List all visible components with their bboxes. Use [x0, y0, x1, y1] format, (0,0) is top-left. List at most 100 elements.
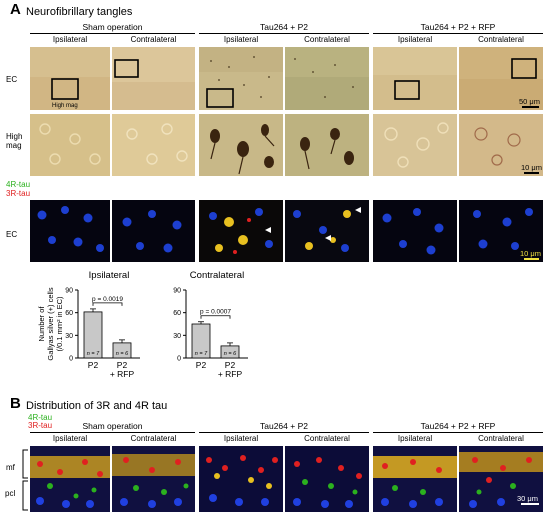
category-label-0-0-0: P2 [88, 360, 99, 370]
micrograph-ec-p2-ipsi [199, 47, 283, 110]
scale-bar-row1 [522, 106, 539, 108]
category-label-1-1-0: P2 [225, 360, 236, 370]
fluorescence-ec-rfp-contra [459, 200, 543, 262]
sub-header-sham-contra-b: Contralateral [130, 434, 177, 443]
high-mag-box [51, 78, 79, 100]
sub-header-sham-ipsi-b: Ipsilateral [52, 434, 88, 443]
group-header-sham-b: Sham operation [82, 421, 143, 431]
panel-b-letter: B [10, 395, 21, 412]
row-label-high-mag-1: High [6, 132, 23, 141]
group-line-p2-a [199, 33, 369, 34]
n-label-1-0: n = 7 [195, 351, 208, 357]
group-header-p2-b: Tau264 + P2 [260, 421, 308, 431]
micrograph-highmag-sham-contra [112, 114, 195, 176]
layer-brackets [22, 449, 28, 511]
scale-bar-row2 [524, 172, 539, 174]
legend-4r-tau-a: 4R-tau [6, 180, 31, 189]
group-line-rfp-b [373, 432, 543, 433]
high-mag-box-label: High mag [52, 103, 78, 109]
scale-bar-row3-label: 10 μm [520, 249, 541, 258]
micrograph-ec-rfp-ipsi [373, 47, 457, 110]
sub-header-p2-contra-a: Contralateral [304, 35, 350, 44]
panel-a-letter: A [10, 1, 21, 18]
sub-header-rfp-ipsi-b: Ipsilateral [397, 434, 433, 443]
category-label-0-1-1: + RFP [110, 369, 135, 379]
row-label-ec-2: EC [6, 230, 18, 239]
fluorescence-hippo-sham-contra [112, 446, 195, 512]
y-tick-label-1-1: 30 [173, 333, 181, 340]
row-label-ec-1: EC [6, 75, 18, 84]
n-label-0-0: n = 7 [87, 351, 100, 357]
group-header-rfp-a: Tau264 + P2 + RFP [420, 22, 496, 32]
y-axis-label-line-2: (/0.1 mm² in EC) [55, 296, 64, 352]
fluorescence-hippo-p2-contra [285, 446, 369, 512]
category-label-0-1-0: P2 [117, 360, 128, 370]
fluorescence-ec-p2-ipsi [199, 200, 283, 262]
row-label-high-mag-2: mag [6, 141, 22, 150]
high-mag-box [206, 88, 234, 108]
row-label-mf: mf [6, 463, 15, 472]
sub-header-p2-ipsi-a: Ipsilateral [223, 35, 259, 44]
scale-bar-row2-label: 10 μm [521, 163, 542, 172]
row-label-pcl: pcl [5, 489, 16, 498]
group-line-sham-a [30, 33, 195, 34]
category-label-1-1-1: + RFP [218, 369, 243, 379]
high-mag-box [394, 80, 420, 100]
scale-bar-b [521, 503, 539, 505]
y-tick-label-1-3: 90 [173, 288, 181, 295]
n-label-1-1: n = 6 [224, 351, 237, 357]
bar-charts: Ipsilateral 0 30 60 90 n = 7 P2 n = 6 P2 + RFP p =… [30, 268, 330, 396]
micrograph-highmag-p2-contra [285, 114, 369, 176]
micrograph-ec-sham-ipsi: High mag [30, 47, 110, 110]
chart-title-0: Ipsilateral [89, 270, 130, 281]
group-header-rfp-b: Tau264 + P2 + RFP [420, 421, 496, 431]
legend-3r-tau-a: 3R-tau [6, 189, 31, 198]
micrograph-highmag-p2-ipsi [199, 114, 283, 176]
n-label-0-1: n = 6 [116, 351, 129, 357]
y-tick-label-0-3: 90 [65, 288, 73, 295]
p-value-1: p = 0.0007 [200, 309, 231, 316]
significance-bracket-0 [92, 302, 123, 306]
y-tick-label-0-2: 60 [65, 310, 73, 317]
group-line-rfp-a [373, 33, 543, 34]
micrograph-highmag-rfp-contra [459, 114, 543, 176]
fluorescence-ec-p2-contra [285, 200, 369, 262]
micrograph-highmag-rfp-ipsi [373, 114, 457, 176]
y-tick-label-1-0: 0 [177, 356, 181, 363]
significance-bracket-1 [200, 315, 231, 319]
sub-header-p2-ipsi-b: Ipsilateral [223, 434, 259, 443]
y-tick-label-0-1: 30 [65, 333, 73, 340]
sub-header-p2-contra-b: Contralateral [304, 434, 350, 443]
sub-header-sham-contra-a: Contralateral [130, 35, 177, 44]
micrograph-ec-p2-contra [285, 47, 369, 110]
sub-header-rfp-contra-b: Contralateral [478, 434, 524, 443]
y-axis-label-line-0: Number of [37, 306, 46, 342]
fluorescence-hippo-sham-ipsi [30, 446, 110, 512]
sub-header-rfp-contra-a: Contralateral [478, 35, 524, 44]
panel-a-title: Neurofibrillary tangles [26, 6, 133, 18]
group-line-p2-b [199, 432, 369, 433]
y-tick-label-0-0: 0 [69, 356, 73, 363]
sub-header-sham-ipsi-a: Ipsilateral [52, 35, 88, 44]
legend-3r-tau-b: 3R-tau [28, 421, 53, 430]
sub-header-rfp-ipsi-a: Ipsilateral [397, 35, 433, 44]
legend-4r-tau-b: 4R-tau [28, 413, 53, 422]
group-header-p2-a: Tau264 + P2 [260, 22, 308, 32]
micrograph-highmag-sham-ipsi [30, 114, 110, 176]
fluorescence-ec-rfp-ipsi [373, 200, 457, 262]
group-line-sham-b [30, 432, 195, 433]
high-mag-box [114, 59, 139, 78]
fluorescence-hippo-rfp-ipsi [373, 446, 457, 512]
fluorescence-ec-sham-ipsi [30, 200, 110, 262]
fluorescence-ec-sham-contra [112, 200, 195, 262]
scale-bar-b-label: 30 μm [517, 494, 538, 503]
fluorescence-hippo-rfp-contra [459, 446, 543, 512]
panel-b-title: Distribution of 3R and 4R tau [26, 400, 168, 412]
scale-bar-row3 [524, 258, 539, 260]
chart-title-1: Contralateral [190, 270, 244, 281]
scale-bar-row1-label: 50 μm [519, 97, 540, 106]
micrograph-ec-rfp-contra [459, 47, 543, 110]
y-axis-label-line-1: Gallyas silver (+) cells [46, 287, 55, 360]
category-label-1-0-0: P2 [196, 360, 207, 370]
